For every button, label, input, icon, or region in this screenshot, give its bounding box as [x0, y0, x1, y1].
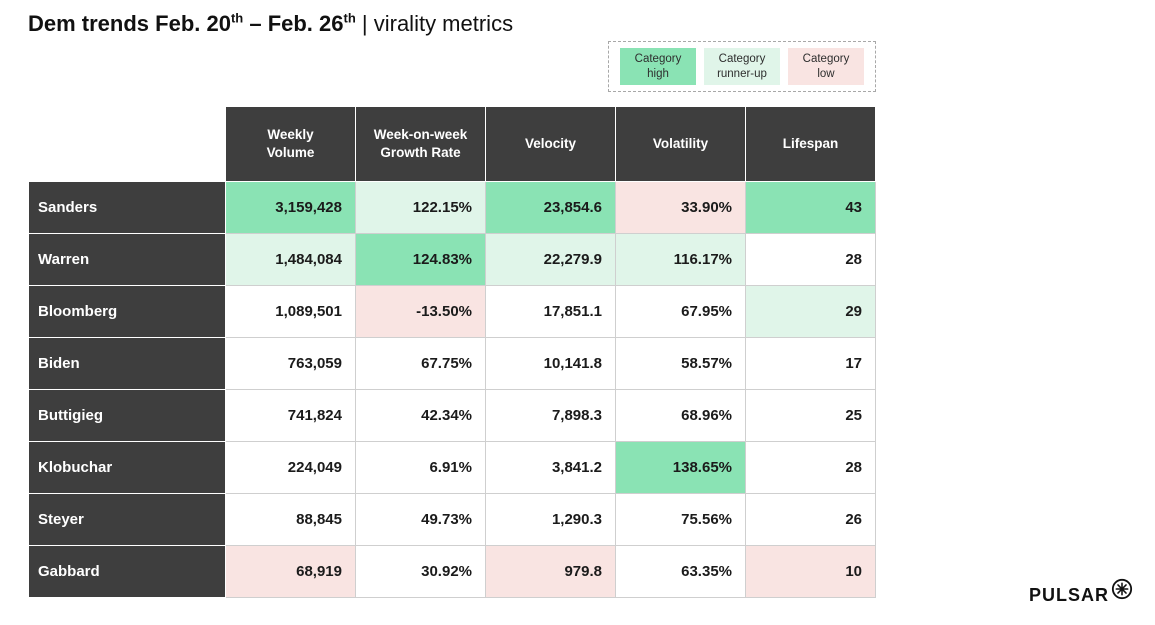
metrics-table-container: Weekly Volume Week-on-week Growth Rate V…	[28, 106, 876, 598]
table-row-klobuchar: Klobuchar 224,049 6.91% 3,841.2 138.65% …	[28, 441, 876, 494]
cell-weekly-volume: 3,159,428	[225, 181, 356, 234]
legend-item-category-high: Category high	[620, 47, 696, 86]
title-date-range-end: – Feb. 26	[243, 11, 344, 36]
page-title: Dem trends Feb. 20th – Feb. 26th | viral…	[28, 10, 513, 39]
table-row-steyer: Steyer 88,845 49.73% 1,290.3 75.56% 26	[28, 493, 876, 546]
cell-volatility: 33.90%	[615, 181, 746, 234]
row-label: Buttigieg	[28, 389, 226, 442]
cell-velocity: 23,854.6	[485, 181, 616, 234]
column-header-lifespan: Lifespan	[745, 106, 876, 182]
cell-lifespan: 28	[745, 441, 876, 494]
table-row-gabbard: Gabbard 68,919 30.92% 979.8 63.35% 10	[28, 545, 876, 598]
cell-velocity: 10,141.8	[485, 337, 616, 390]
cell-growth-rate: 122.15%	[355, 181, 486, 234]
row-label: Sanders	[28, 181, 226, 234]
cell-weekly-volume: 68,919	[225, 545, 356, 598]
title-subtitle: | virality metrics	[355, 11, 514, 36]
row-label: Warren	[28, 233, 226, 286]
cell-volatility: 58.57%	[615, 337, 746, 390]
cell-velocity: 979.8	[485, 545, 616, 598]
title-date-range: Dem trends Feb. 20	[28, 11, 231, 36]
table-row-warren: Warren 1,484,084 124.83% 22,279.9 116.17…	[28, 233, 876, 286]
pulsar-asterisk-icon	[1111, 578, 1133, 605]
cell-volatility: 75.56%	[615, 493, 746, 546]
cell-velocity: 1,290.3	[485, 493, 616, 546]
table-row-biden: Biden 763,059 67.75% 10,141.8 58.57% 17	[28, 337, 876, 390]
cell-lifespan: 28	[745, 233, 876, 286]
table-row-sanders: Sanders 3,159,428 122.15% 23,854.6 33.90…	[28, 181, 876, 234]
column-header-volatility: Volatility	[615, 106, 746, 182]
cell-growth-rate: -13.50%	[355, 285, 486, 338]
table-row-buttigieg: Buttigieg 741,824 42.34% 7,898.3 68.96% …	[28, 389, 876, 442]
cell-volatility: 63.35%	[615, 545, 746, 598]
row-label: Bloomberg	[28, 285, 226, 338]
cell-lifespan: 29	[745, 285, 876, 338]
cell-lifespan: 25	[745, 389, 876, 442]
row-label: Klobuchar	[28, 441, 226, 494]
cell-lifespan: 10	[745, 545, 876, 598]
cell-velocity: 22,279.9	[485, 233, 616, 286]
cell-volatility: 138.65%	[615, 441, 746, 494]
cell-lifespan: 26	[745, 493, 876, 546]
title-superscript-th-1: th	[230, 10, 244, 26]
cell-velocity: 7,898.3	[485, 389, 616, 442]
cell-weekly-volume: 1,089,501	[225, 285, 356, 338]
cell-weekly-volume: 88,845	[225, 493, 356, 546]
cell-growth-rate: 30.92%	[355, 545, 486, 598]
virality-metrics-table: Weekly Volume Week-on-week Growth Rate V…	[28, 106, 876, 598]
pulsar-logo: PULSAR	[1029, 578, 1133, 605]
column-header-velocity: Velocity	[485, 106, 616, 182]
cell-volatility: 67.95%	[615, 285, 746, 338]
cell-growth-rate: 6.91%	[355, 441, 486, 494]
cell-volatility: 68.96%	[615, 389, 746, 442]
row-label: Steyer	[28, 493, 226, 546]
cell-weekly-volume: 224,049	[225, 441, 356, 494]
legend: Category high Category runner-up Categor…	[608, 41, 876, 92]
column-header-weekly-volume: Weekly Volume	[225, 106, 356, 182]
cell-growth-rate: 42.34%	[355, 389, 486, 442]
cell-weekly-volume: 763,059	[225, 337, 356, 390]
row-label: Gabbard	[28, 545, 226, 598]
row-label: Biden	[28, 337, 226, 390]
title-superscript-th-2: th	[343, 10, 356, 26]
cell-velocity: 17,851.1	[485, 285, 616, 338]
column-header-growth-rate: Week-on-week Growth Rate	[355, 106, 486, 182]
cell-weekly-volume: 1,484,084	[225, 233, 356, 286]
cell-lifespan: 17	[745, 337, 876, 390]
cell-lifespan: 43	[745, 181, 876, 234]
legend-item-category-low: Category low	[788, 47, 864, 86]
table-row-bloomberg: Bloomberg 1,089,501 -13.50% 17,851.1 67.…	[28, 285, 876, 338]
cell-growth-rate: 124.83%	[355, 233, 486, 286]
legend-item-category-runner-up: Category runner-up	[704, 47, 780, 86]
corner-spacer	[29, 107, 226, 182]
cell-weekly-volume: 741,824	[225, 389, 356, 442]
pulsar-logo-text: PULSAR	[1028, 585, 1109, 605]
cell-growth-rate: 67.75%	[355, 337, 486, 390]
cell-volatility: 116.17%	[615, 233, 746, 286]
header-row: Weekly Volume Week-on-week Growth Rate V…	[29, 106, 876, 182]
cell-growth-rate: 49.73%	[355, 493, 486, 546]
cell-velocity: 3,841.2	[485, 441, 616, 494]
